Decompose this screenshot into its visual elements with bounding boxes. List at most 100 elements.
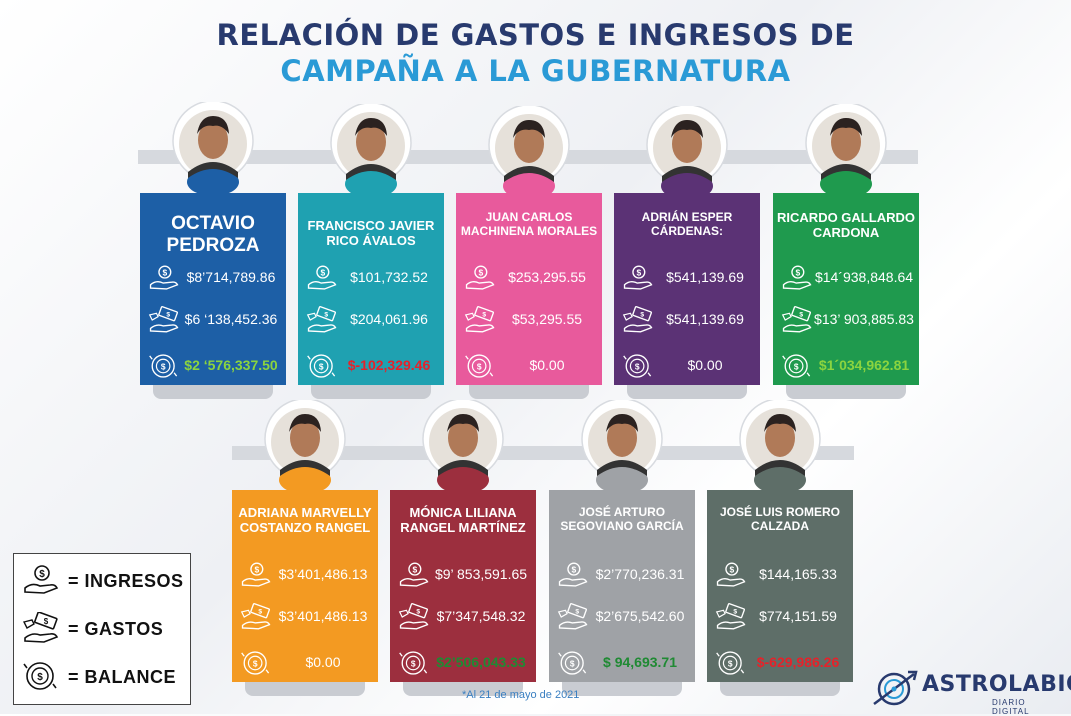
gastos-value: $2’675,542.60 bbox=[595, 608, 685, 624]
ingresos-value: $9’ 853,591.65 bbox=[434, 566, 528, 582]
svg-text:$: $ bbox=[799, 312, 803, 319]
gastos-icon: $ bbox=[306, 305, 338, 335]
title-line-1: RELACIÓN DE GASTOS E INGRESOS DE bbox=[216, 18, 855, 52]
candidate-photo bbox=[644, 106, 730, 206]
ingresos-icon: $ bbox=[24, 565, 59, 594]
svg-text:$: $ bbox=[728, 658, 733, 668]
ingresos-value: $3’401,486.13 bbox=[278, 566, 368, 582]
gastos-icon: $ bbox=[22, 612, 59, 643]
candidate-name: JOSÉ ARTURO SEGOVIANO GARCÍA bbox=[560, 505, 684, 533]
svg-text:$: $ bbox=[729, 564, 734, 574]
gastos-row: $ $774,151.59 bbox=[707, 602, 853, 632]
gastos-row: $ $204,061.96 bbox=[298, 305, 444, 335]
card-shadow bbox=[403, 682, 523, 696]
candidate-card: JOSÉ ARTURO SEGOVIANO GARCÍA $ $2’770,236.… bbox=[549, 490, 695, 682]
candidate-photo bbox=[420, 400, 506, 500]
logo-subtitle: DIARIO DIGITAL bbox=[992, 698, 1030, 716]
card-shadow bbox=[786, 385, 906, 399]
title-line-2: CAMPAÑA A LA GUBERNATURA bbox=[280, 54, 791, 88]
ingresos-row: $ $253,295.55 bbox=[456, 263, 602, 293]
candidate-photo bbox=[737, 400, 823, 500]
balance-row: $ $ 94,693.71 bbox=[549, 648, 695, 678]
gastos-icon: $ bbox=[148, 305, 180, 335]
svg-text:$: $ bbox=[39, 569, 45, 580]
balance-value: $1´034,962.81 bbox=[818, 357, 910, 373]
legend-row-balance: $ = BALANCE bbox=[22, 660, 190, 696]
candidate-photo bbox=[170, 102, 256, 202]
svg-text:$: $ bbox=[253, 658, 258, 668]
ingresos-icon: $ bbox=[398, 560, 430, 590]
card-shadow bbox=[153, 385, 273, 399]
gastos-icon: $ bbox=[715, 602, 747, 632]
ingresos-value: $2’770,236.31 bbox=[595, 566, 685, 582]
gastos-row: $ $2’675,542.60 bbox=[549, 602, 695, 632]
gastos-icon: $ bbox=[398, 602, 430, 632]
balance-value: $0.00 bbox=[305, 654, 341, 670]
gastos-row: $ $6 ‘138,452.36 bbox=[140, 305, 286, 335]
legend-box: $ = INGRESOS $ = GASTOS $ = BALANCE bbox=[13, 553, 191, 705]
svg-text:$: $ bbox=[412, 564, 417, 574]
gastos-row: $ $13’ 903,885.83 bbox=[773, 305, 919, 335]
balance-value: $0.00 bbox=[687, 357, 723, 373]
gastos-row: $ $3’401,486.13 bbox=[232, 602, 378, 632]
candidate-photo bbox=[579, 400, 665, 500]
ingresos-row: $ $144,165.33 bbox=[707, 560, 853, 590]
astrolabe-icon bbox=[873, 670, 918, 706]
candidate-photo bbox=[486, 106, 572, 206]
candidate-name: JOSÉ LUIS ROMERO CALZADA bbox=[719, 505, 841, 533]
balance-value: $2 ‘576,337.50 bbox=[184, 357, 278, 373]
ingresos-row: $ $2’770,236.31 bbox=[549, 560, 695, 590]
svg-text:$: $ bbox=[640, 312, 644, 319]
candidate-card: ADRIANA MARVELLY COSTANZO RANGEL $ $3’401,… bbox=[232, 490, 378, 682]
balance-icon: $ bbox=[557, 648, 589, 678]
ingresos-row: $ $14´938,848.64 bbox=[773, 263, 919, 293]
svg-text:$: $ bbox=[571, 564, 576, 574]
legend-row-ingresos: $ = INGRESOS bbox=[22, 564, 190, 600]
svg-text:$: $ bbox=[416, 609, 420, 616]
balance-icon: $ bbox=[240, 648, 272, 678]
gastos-row: $ $7’347,548.32 bbox=[390, 602, 536, 632]
ingresos-icon: $ bbox=[306, 263, 338, 293]
candidate-name: MÓNICA LILIANA RANGEL MARTÍNEZ bbox=[400, 505, 526, 535]
gastos-value: $13’ 903,885.83 bbox=[814, 311, 914, 327]
svg-text:$: $ bbox=[636, 267, 641, 277]
gastos-value: $6 ‘138,452.36 bbox=[184, 311, 278, 327]
ingresos-row: $ $101,732.52 bbox=[298, 263, 444, 293]
ingresos-icon: $ bbox=[622, 263, 654, 293]
candidate-card: ADRIÁN ESPER CÁRDENAS: $ $541,139.69 $ $541,… bbox=[614, 193, 760, 385]
balance-icon: $ bbox=[622, 351, 654, 381]
date-footnote: *Al 21 de mayo de 2021 bbox=[462, 689, 580, 701]
svg-text:$: $ bbox=[324, 312, 328, 319]
svg-text:$: $ bbox=[254, 564, 259, 574]
balance-row: $ $2’506,043.33 bbox=[390, 648, 536, 678]
gastos-icon: $ bbox=[781, 305, 813, 335]
candidate-name: ADRIÁN ESPER CÁRDENAS: bbox=[641, 210, 733, 238]
ingresos-value: $8’714,789.86 bbox=[186, 269, 276, 285]
balance-icon: $ bbox=[148, 351, 180, 381]
svg-text:$: $ bbox=[161, 361, 166, 371]
balance-value: $-629,986.26 bbox=[756, 654, 840, 670]
svg-text:$: $ bbox=[258, 609, 262, 616]
bottom-rail bbox=[232, 446, 854, 460]
ingresos-row: $ $8’714,789.86 bbox=[140, 263, 286, 293]
svg-text:$: $ bbox=[320, 267, 325, 277]
ingresos-icon: $ bbox=[240, 560, 272, 590]
ingresos-icon: $ bbox=[557, 560, 589, 590]
gastos-value: $53,295.55 bbox=[511, 311, 583, 327]
ingresos-row: $ $9’ 853,591.65 bbox=[390, 560, 536, 590]
candidate-card: MÓNICA LILIANA RANGEL MARTÍNEZ $ $9’ 853,5… bbox=[390, 490, 536, 682]
card-shadow bbox=[627, 385, 747, 399]
candidate-card: FRANCISCO JAVIER RICO ÁVALOS $ $101,732.52… bbox=[298, 193, 444, 385]
svg-text:$: $ bbox=[635, 361, 640, 371]
svg-text:$: $ bbox=[477, 361, 482, 371]
svg-text:$: $ bbox=[37, 672, 43, 683]
candidate-photo bbox=[328, 104, 414, 204]
candidate-card: JUAN CARLOS MACHINENA MORALES $ $253,295.5… bbox=[456, 193, 602, 385]
gastos-row: $ $53,295.55 bbox=[456, 305, 602, 335]
gastos-icon: $ bbox=[464, 305, 496, 335]
card-shadow bbox=[720, 682, 840, 696]
svg-text:$: $ bbox=[162, 267, 167, 277]
candidate-name: ADRIANA MARVELLY COSTANZO RANGEL bbox=[238, 505, 372, 535]
card-shadow bbox=[562, 682, 682, 696]
balance-row: $ $-629,986.26 bbox=[707, 648, 853, 678]
